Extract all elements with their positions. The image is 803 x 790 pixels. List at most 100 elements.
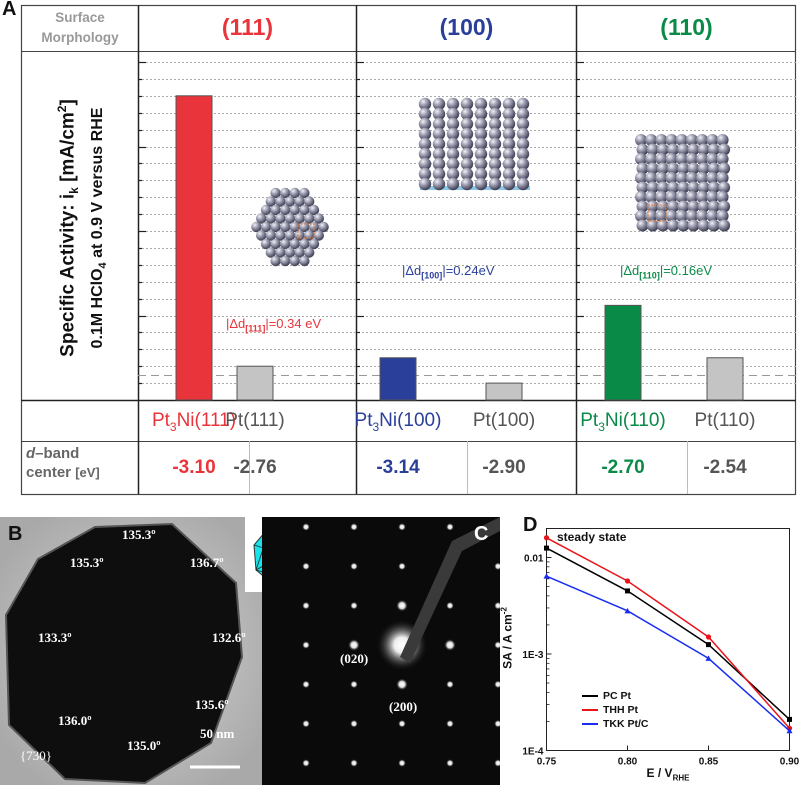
atom: [675, 134, 688, 146]
atom: [502, 147, 516, 161]
atom: [270, 255, 281, 267]
facet-header-111: (111): [221, 14, 274, 40]
atom: [665, 191, 678, 203]
pt3ni-111-surface-image: [251, 187, 329, 267]
atom: [677, 200, 690, 213]
atom: [502, 117, 516, 131]
atom: [488, 97, 502, 111]
y-tick-label: 0.01: [524, 553, 544, 564]
atom: [265, 196, 276, 207]
panel-d-title: steady state: [557, 530, 627, 544]
legend-entry-TKK Pt/C: TKK Pt/C: [582, 718, 649, 732]
atom: [418, 147, 432, 161]
atom: [418, 107, 432, 121]
atom: [289, 187, 300, 199]
bar-Pt(110): [706, 357, 744, 401]
atom: [313, 230, 324, 241]
diffraction-spot: [396, 599, 408, 612]
spot-label-200: (200): [389, 699, 418, 714]
atom: [299, 255, 310, 267]
atom: [716, 172, 729, 184]
diffraction-spot: [350, 522, 358, 531]
atom: [655, 172, 668, 184]
bar-Pt3Ni(110): [604, 304, 642, 401]
atom: [488, 167, 502, 181]
atom: [460, 147, 474, 161]
scale-bar-label: 50 nm: [200, 726, 235, 741]
panel-b-tem-image: [0, 517, 262, 785]
atom: [275, 230, 286, 241]
atom: [308, 238, 320, 250]
atom: [697, 181, 710, 194]
atom: [677, 143, 690, 156]
atom: [284, 196, 296, 207]
facet-index-label: {730}: [20, 748, 52, 763]
category-label-Pt(110): Pt(110): [694, 410, 756, 431]
diffraction-spot: [398, 719, 406, 728]
atom: [460, 127, 474, 141]
atom: [256, 213, 267, 224]
atom: [675, 153, 688, 165]
atom: [284, 230, 296, 241]
data-point: [624, 607, 631, 614]
atom: [686, 191, 698, 203]
panel-d-series: [543, 535, 793, 734]
panel-a-ylabel: Specific Activity: ik [mA/cm2] 0.1M HClO…: [55, 99, 110, 357]
atom: [636, 219, 649, 232]
atom: [516, 117, 530, 131]
atom: [304, 213, 315, 224]
atom: [460, 157, 474, 171]
atom: [294, 247, 305, 258]
atom: [646, 162, 659, 175]
series-line-THH Pt: [546, 537, 791, 729]
atom: [460, 137, 474, 151]
atom: [280, 221, 291, 233]
panel-d-xlabel: E / VRHE: [646, 766, 690, 783]
atom: [418, 117, 432, 131]
data-point: [787, 716, 792, 722]
diffraction-spot: [302, 562, 310, 571]
panel-c-diffraction-image: [262, 517, 502, 785]
atom: [677, 219, 690, 232]
atom: [516, 177, 530, 191]
atom: [270, 204, 281, 216]
atom: [502, 127, 516, 141]
atom: [275, 213, 286, 224]
atom: [418, 127, 432, 141]
angle-label: 136.7º: [190, 555, 224, 570]
atom: [646, 200, 659, 213]
atom: [432, 127, 446, 141]
diffraction-spot: [350, 680, 358, 689]
panel-label-a: A: [2, 0, 17, 20]
atom: [260, 221, 272, 233]
atom: [706, 134, 719, 146]
panel-d-ylabel: SA / A cm-2: [499, 607, 515, 669]
diffraction-spot: [302, 522, 310, 531]
category-label-Pt(111): Pt(111): [225, 410, 285, 431]
atom: [516, 147, 530, 161]
panel-a-chart: [20, 4, 797, 496]
atom: [687, 181, 700, 194]
atom: [260, 238, 272, 250]
data-point: [705, 655, 712, 661]
atom: [488, 107, 502, 121]
atom: [645, 172, 658, 184]
atom: [665, 210, 678, 222]
atom: [289, 221, 300, 233]
atom: [645, 191, 658, 203]
angle-label: 136.0º: [58, 713, 92, 728]
atom: [474, 127, 488, 141]
atom: [418, 167, 432, 181]
facet-header-110: (110): [660, 14, 713, 40]
atom: [446, 137, 460, 151]
atom: [677, 181, 690, 194]
atom: [502, 137, 516, 151]
atom: [635, 191, 647, 203]
legend-swatch: [582, 695, 598, 698]
atom: [655, 153, 668, 165]
panel-a-yticks: [138, 61, 584, 385]
data-point: [786, 727, 793, 734]
angle-label: 135.0º: [127, 738, 161, 753]
diffraction-spot: [446, 522, 454, 531]
atom: [460, 97, 474, 111]
